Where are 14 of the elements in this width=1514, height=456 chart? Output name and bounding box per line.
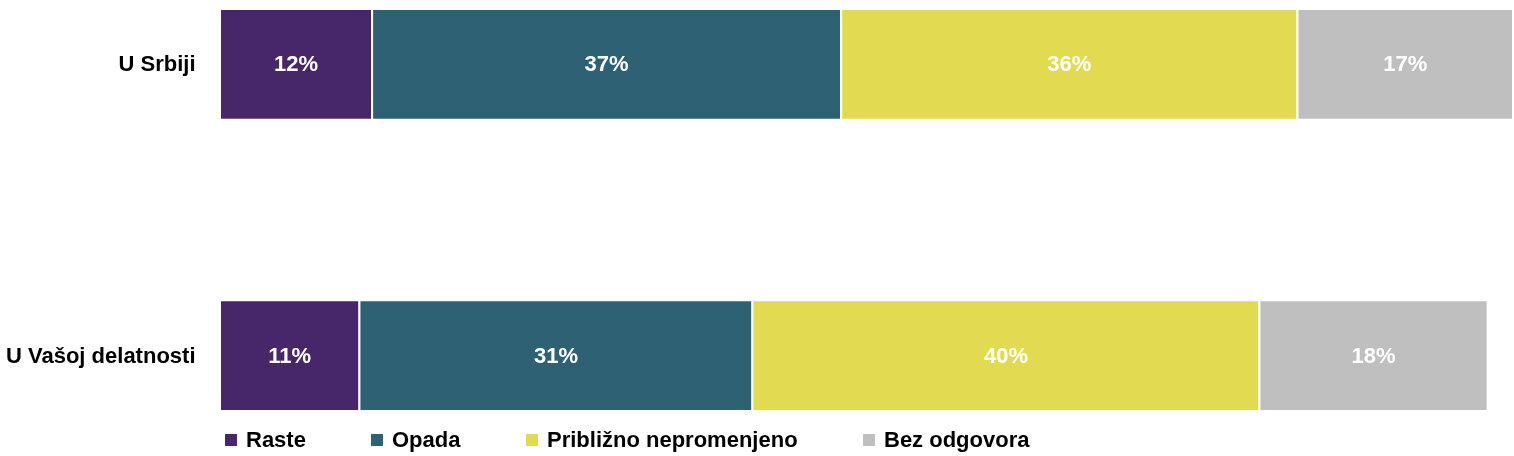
data-label: 11% bbox=[268, 342, 312, 368]
data-label: 18% bbox=[1351, 342, 1396, 368]
legend-label: Približno nepromenjeno bbox=[547, 427, 798, 452]
data-label: 17% bbox=[1383, 51, 1428, 77]
legend-label: Raste bbox=[246, 427, 306, 452]
y-tick-label: U Srbiji bbox=[118, 51, 196, 77]
data-label: 37% bbox=[584, 51, 629, 77]
data-label: 31% bbox=[533, 342, 578, 368]
data-label: 12% bbox=[274, 51, 319, 77]
data-label: 36% bbox=[1047, 51, 1092, 77]
legend-label: Opada bbox=[392, 427, 462, 452]
y-tick-label: U Vašoj delatnosti bbox=[6, 342, 196, 368]
data-label: 40% bbox=[983, 342, 1028, 368]
legend-label: Bez odgovora bbox=[884, 427, 1031, 452]
